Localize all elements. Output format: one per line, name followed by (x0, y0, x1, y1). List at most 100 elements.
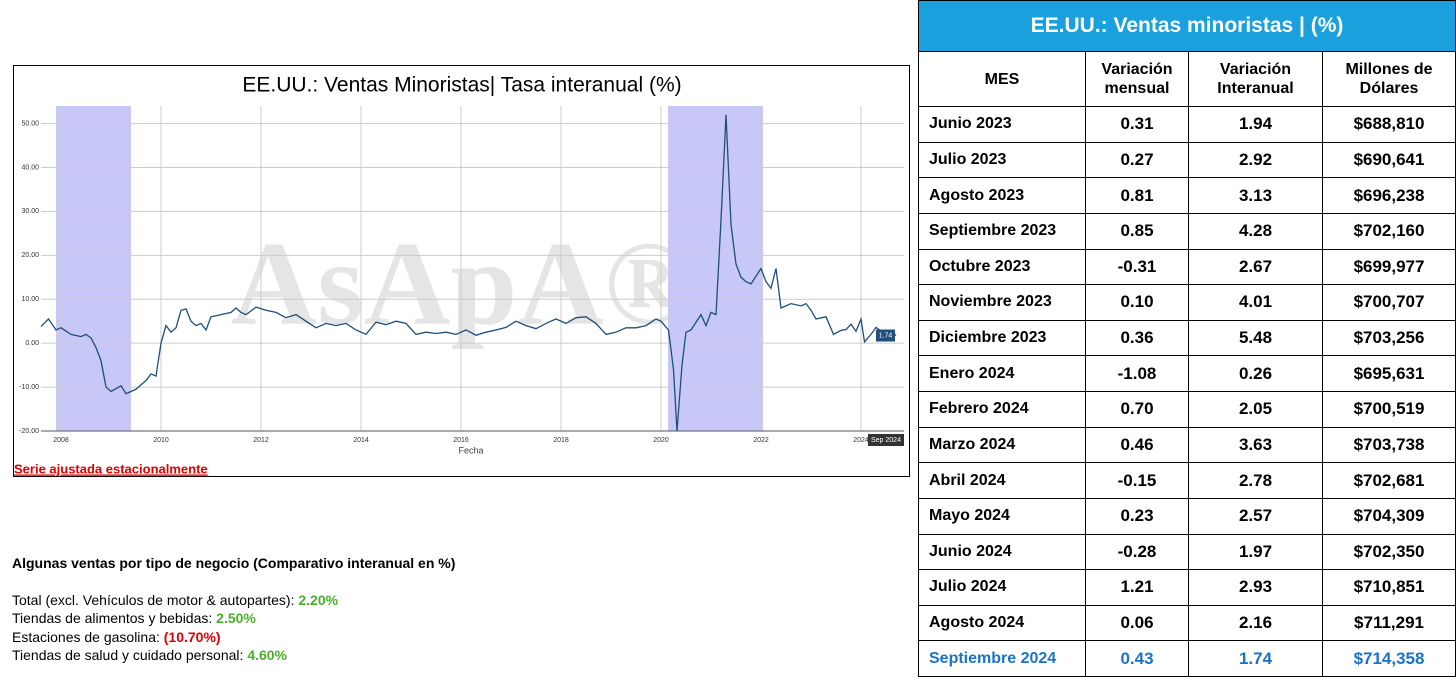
table-cell: $702,350 (1321, 533, 1456, 571)
x-tick-label: 2022 (753, 437, 769, 444)
table-row: Enero 2024 -1.08 0.26 $695,631 (918, 355, 1456, 392)
business-heading: Algunas ventas por tipo de negocio (Comp… (12, 555, 456, 571)
table-row: Agosto 2023 0.81 3.13 $696,238 (918, 177, 1456, 214)
month-cell: Octubre 2023 (918, 248, 1086, 286)
table-cell: 0.31 (1085, 106, 1189, 143)
table-cell: 2.93 (1188, 569, 1323, 606)
chart: EE.UU.: Ventas Minoristas| Tasa interanu… (14, 74, 904, 476)
y-tick-label: 50.00 (21, 120, 39, 127)
month-cell: Julio 2024 (918, 569, 1086, 606)
table-cell: 2.67 (1188, 248, 1323, 286)
table-row: Diciembre 2023 0.36 5.48 $703,256 (918, 319, 1456, 357)
table-cell: $704,309 (1321, 497, 1456, 535)
month-cell: Septiembre 2023 (918, 212, 1086, 250)
month-cell: Diciembre 2023 (918, 319, 1086, 357)
table-row: Julio 2024 1.21 2.93 $710,851 (918, 569, 1456, 606)
y-tick-label: 20.00 (21, 252, 39, 259)
x-tick-label: 2020 (653, 437, 669, 444)
table-cell: 1.94 (1188, 106, 1323, 143)
table-cell: 0.26 (1188, 355, 1323, 392)
table-cell: $690,641 (1321, 141, 1456, 179)
y-tick-label: -20.00 (19, 428, 39, 435)
month-cell: Abril 2024 (918, 462, 1086, 499)
table-row: Julio 2023 0.27 2.92 $690,641 (918, 141, 1456, 179)
month-cell: Septiembre 2024 (918, 640, 1086, 677)
table-cell: 4.01 (1188, 284, 1323, 321)
business-value: 4.60% (247, 647, 288, 663)
x-tick-label: 2010 (153, 437, 169, 444)
table-cell: 0.85 (1085, 212, 1189, 250)
table-cell: $700,519 (1321, 391, 1456, 428)
table-cell: 0.81 (1085, 177, 1189, 214)
month-cell: Junio 2024 (918, 533, 1086, 571)
table-cell: 1.97 (1188, 533, 1323, 571)
table-row: Junio 2023 0.31 1.94 $688,810 (918, 106, 1456, 143)
last-date-label: Sep 2024 (871, 437, 901, 444)
table-cell: -0.28 (1085, 533, 1189, 571)
watermark: AsApA® (230, 217, 693, 350)
table-row: Noviembre 2023 0.10 4.01 $700,707 (918, 284, 1456, 321)
x-tick-label: 2014 (353, 437, 369, 444)
table-row: Septiembre 2023 0.85 4.28 $702,160 (918, 212, 1456, 250)
table-row: Junio 2024 -0.28 1.97 $702,350 (918, 533, 1456, 571)
business-value: 2.20% (298, 591, 339, 608)
x-tick-label: 2018 (553, 437, 569, 444)
table-cell: 5.48 (1188, 319, 1323, 357)
table-cell: $710,851 (1321, 569, 1456, 606)
table-row: Octubre 2023 -0.31 2.67 $699,977 (918, 248, 1456, 286)
column-header: Millones de Dólares (1321, 51, 1456, 107)
table-cell: 2.57 (1188, 497, 1323, 535)
table-cell: 1.74 (1188, 640, 1323, 677)
note: Serie ajustada estacionalmente (14, 461, 208, 476)
business-label: Estaciones de gasolina: (12, 628, 160, 645)
table-cell: $703,738 (1321, 426, 1456, 464)
last-date-box (868, 434, 904, 446)
y-tick-label: -10.00 (19, 384, 39, 391)
x-axis-label: Fecha (458, 445, 483, 455)
x-tick-label: 2012 (253, 437, 269, 444)
month-cell: Agosto 2024 (918, 604, 1086, 642)
table-cell: -1.08 (1085, 355, 1189, 392)
table-cell: 0.36 (1085, 319, 1189, 357)
table-cell: 2.05 (1188, 391, 1323, 428)
line-series (40, 114, 897, 432)
table-row: Mayo 2024 0.23 2.57 $704,309 (918, 497, 1456, 535)
table-cell: 0.43 (1085, 640, 1189, 677)
business-item: Tiendas de salud y cuidado personal: 4.6… (12, 646, 455, 665)
y-tick-label: 30.00 (21, 208, 39, 215)
x-tick-label: 2024 (853, 437, 869, 444)
month-cell: Noviembre 2023 (918, 284, 1086, 321)
month-cell: Julio 2023 (918, 141, 1086, 179)
table-cell: -0.15 (1085, 462, 1189, 499)
chart-box: EE.UU.: Ventas Minoristas| Tasa interanu… (13, 65, 910, 477)
table-cell: $695,631 (1321, 355, 1456, 392)
recession-band (668, 106, 763, 431)
table-cell: 0.46 (1085, 426, 1189, 464)
table-cell: 1.21 (1085, 569, 1189, 606)
table-cell: 2.78 (1188, 462, 1323, 499)
business-label: Total (excl. Vehículos de motor & autopa… (12, 591, 295, 608)
table-cell: 2.16 (1188, 604, 1323, 642)
month-cell: Mayo 2024 (918, 497, 1086, 535)
table-cell: 0.06 (1085, 604, 1189, 642)
business-label: Tiendas de alimentos y bebidas: (12, 610, 213, 626)
table-row: Agosto 2024 0.06 2.16 $711,291 (918, 604, 1456, 642)
business-summary: Algunas ventas por tipo de negocio (Comp… (12, 554, 455, 665)
month-cell: Marzo 2024 (918, 426, 1086, 464)
month-cell: Agosto 2023 (918, 177, 1086, 214)
x-tick-label: 2008 (53, 437, 69, 444)
table-cell: $688,810 (1321, 106, 1456, 143)
table-title: EE.UU.: Ventas minoristas | (%) (917, 0, 1456, 52)
month-cell: Enero 2024 (918, 355, 1086, 392)
table-cell: -0.31 (1085, 248, 1189, 286)
table-cell: $702,681 (1321, 462, 1456, 499)
table-cell: 0.23 (1085, 497, 1189, 535)
table-cell: $699,977 (1321, 248, 1456, 286)
plot: -20.00 -10.00 0.00 10.00 20.00 30.00 40.00 50.0… (19, 106, 904, 446)
chart-title: EE.UU.: Ventas Minoristas| Tasa interanu… (242, 74, 681, 97)
y-tick-label: 0.00 (25, 340, 39, 347)
table-cell: 4.28 (1188, 212, 1323, 250)
last-value-label: 1.74 (879, 332, 893, 339)
table-cell: 2.92 (1188, 141, 1323, 179)
y-tick-label: 40.00 (21, 164, 39, 171)
